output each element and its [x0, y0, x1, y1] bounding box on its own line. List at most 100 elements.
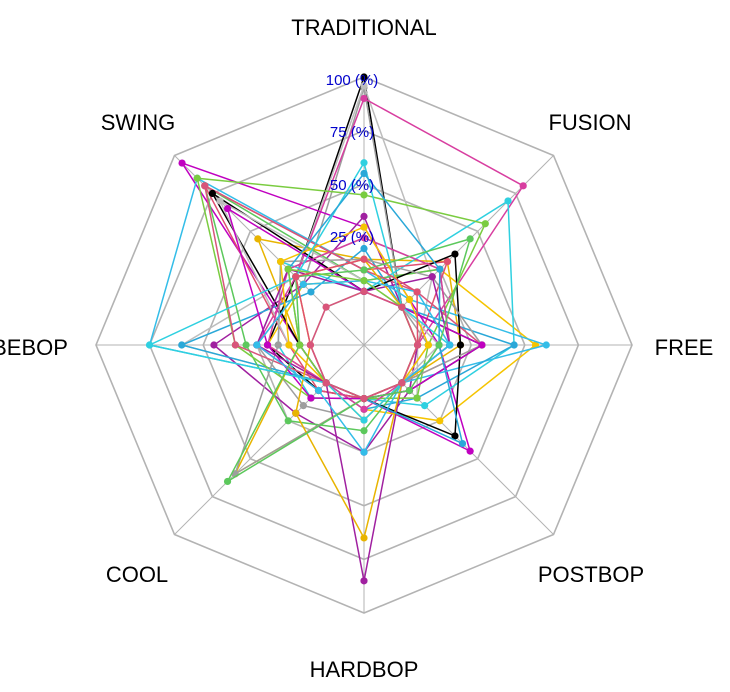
data-point: [223, 477, 232, 486]
data-point: [360, 244, 368, 253]
data-point: [360, 94, 368, 103]
data-point: [322, 303, 330, 311]
data-point: [146, 341, 154, 349]
tick-label-25: 25 (%): [330, 229, 374, 246]
data-point: [284, 417, 292, 425]
axis-label-cool: COOL: [106, 562, 168, 587]
data-point: [284, 265, 292, 273]
data-point: [285, 341, 293, 349]
data-point: [360, 427, 368, 435]
axis-label-postbop: POSTBOP: [538, 562, 644, 587]
data-point: [481, 220, 489, 228]
data-point: [253, 341, 261, 349]
data-point: [322, 379, 330, 387]
data-point: [178, 159, 186, 167]
data-point: [504, 197, 512, 205]
data-point: [208, 189, 216, 197]
axis-label-swing: SWING: [101, 110, 176, 135]
data-point: [542, 341, 550, 349]
data-point: [436, 417, 444, 425]
data-point: [360, 73, 368, 81]
data-point: [466, 235, 474, 243]
data-point: [360, 191, 368, 199]
data-point: [292, 273, 300, 281]
data-point: [466, 447, 474, 455]
data-point: [428, 273, 436, 281]
data-point: [360, 534, 368, 542]
axis-labels: TRADITIONAL FUSION FREE POSTBOP HARDBOP …: [0, 15, 713, 682]
data-point: [478, 341, 486, 349]
data-point: [456, 341, 465, 349]
data-point: [405, 386, 414, 395]
data-point: [360, 287, 368, 295]
data-point: [263, 341, 272, 349]
data-point: [360, 448, 368, 456]
data-point: [510, 341, 518, 349]
axis-label-traditional: TRADITIONAL: [291, 15, 436, 40]
data-point: [296, 341, 304, 349]
series-26: [284, 169, 467, 448]
data-point: [210, 341, 218, 349]
data-point: [306, 341, 314, 349]
data-point: [274, 341, 282, 349]
data-point: [360, 81, 368, 90]
axis-spoke: [174, 344, 365, 535]
data-point: [414, 341, 422, 349]
data-point: [451, 432, 459, 440]
data-point: [231, 341, 239, 349]
tick-label-50: 50 (%): [330, 177, 374, 194]
data-point: [421, 402, 429, 410]
data-point: [435, 341, 443, 349]
data-point: [443, 258, 451, 266]
data-point: [360, 277, 368, 285]
data-point: [201, 182, 209, 190]
data-point: [398, 379, 406, 387]
data-point: [424, 341, 432, 349]
data-point: [178, 341, 186, 349]
data-point: [242, 341, 250, 349]
data-point: [307, 394, 315, 402]
data-point: [360, 234, 368, 242]
axis-label-bebop: BEBOP: [0, 335, 68, 360]
data-point: [314, 386, 323, 395]
data-point: [360, 212, 368, 220]
data-point: [360, 223, 368, 231]
data-point: [299, 280, 307, 288]
series-line: [203, 184, 484, 400]
axis-spoke: [363, 344, 554, 535]
data-point: [360, 416, 368, 424]
radar-grid: [95, 76, 633, 614]
data-point: [519, 182, 527, 190]
data-point: [307, 288, 315, 296]
data-point: [413, 288, 421, 296]
data-point: [360, 405, 368, 413]
tick-label-100: 100 (%): [326, 72, 379, 89]
data-point: [292, 409, 300, 417]
data-point: [254, 235, 262, 243]
axis-label-free: FREE: [655, 335, 714, 360]
tick-label-75: 75 (%): [330, 124, 374, 141]
data-point: [193, 174, 201, 182]
data-point: [436, 265, 444, 273]
data-point: [277, 258, 285, 266]
data-point: [398, 303, 406, 311]
data-point: [299, 402, 307, 410]
data-point: [405, 295, 414, 304]
data-point: [360, 266, 368, 274]
data-point: [458, 439, 467, 448]
data-point: [360, 395, 368, 403]
data-point: [413, 394, 421, 402]
data-point: [360, 159, 368, 167]
data-point: [451, 250, 459, 258]
data-point: [360, 169, 368, 178]
data-point: [216, 197, 224, 205]
tick-labels: 100 (%) 75 (%) 50 (%) 25 (%): [326, 72, 379, 246]
axis-label-fusion: FUSION: [548, 110, 631, 135]
axis-label-hardbop: HARDBOP: [310, 657, 419, 682]
series-30: [306, 287, 422, 403]
data-point: [360, 255, 368, 263]
data-point: [446, 341, 454, 349]
data-point: [360, 577, 368, 585]
series-line: [233, 237, 462, 476]
